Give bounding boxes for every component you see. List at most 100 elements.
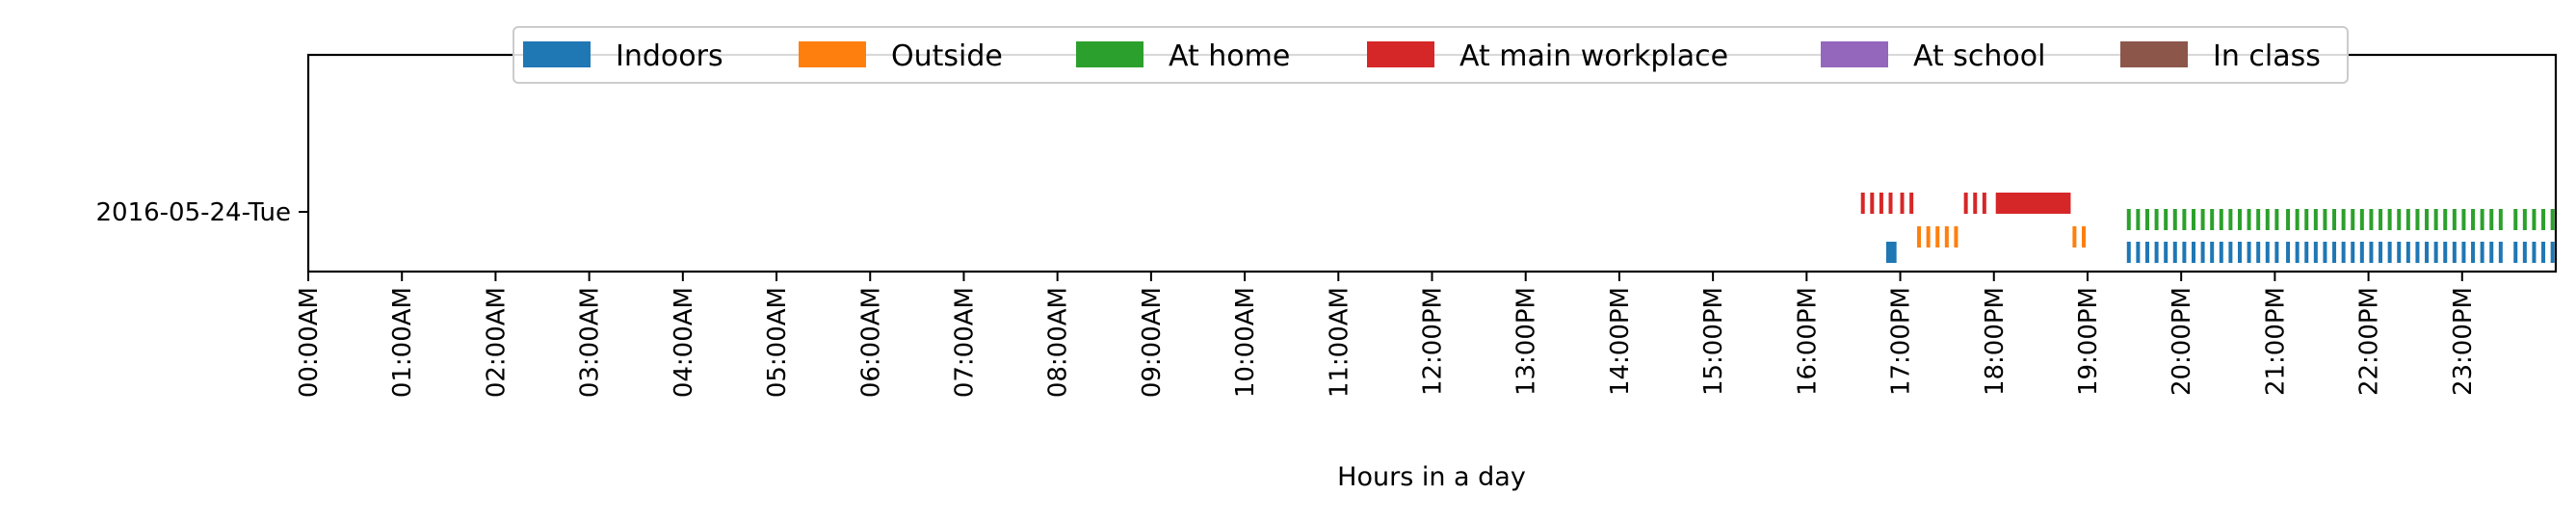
- interval-at-main-workplace: [1995, 193, 2071, 214]
- legend-label: Outside: [891, 39, 1003, 73]
- mark-at-home: [2433, 209, 2438, 230]
- mark-at-home: [2172, 209, 2177, 230]
- mark-indoors: [2397, 242, 2402, 263]
- mark-at-home: [2351, 209, 2355, 230]
- mark-indoors: [2452, 242, 2457, 263]
- mark-at-home: [2379, 209, 2383, 230]
- mark-indoors: [2323, 242, 2327, 263]
- mark-outside: [2072, 226, 2077, 247]
- mark-indoors: [2425, 242, 2430, 263]
- mark-outside: [1926, 226, 1931, 247]
- mark-outside: [2082, 226, 2087, 247]
- mark-at-main-workplace: [1860, 193, 1865, 214]
- mark-indoors: [2210, 242, 2215, 263]
- legend-item-at-main-workplace: At main workplace: [1367, 39, 1728, 73]
- legend: Indoors Outside At home At main workplace At…: [513, 26, 2349, 84]
- mark-indoors: [2522, 242, 2527, 263]
- mark-indoors: [2433, 242, 2438, 263]
- mark-indoors: [2498, 242, 2503, 263]
- mark-indoors: [2489, 242, 2494, 263]
- legend-item-in-class: In class: [2120, 39, 2321, 73]
- x-tick-label: 04:00AM: [670, 287, 698, 398]
- interval-outside: [1917, 226, 1958, 247]
- legend-label: In class: [2213, 39, 2321, 73]
- mark-at-home: [2341, 209, 2346, 230]
- mark-at-home: [2550, 209, 2555, 230]
- legend-label: Indoors: [616, 39, 723, 73]
- legend-label: At main workplace: [1459, 39, 1728, 73]
- mark-indoors: [2550, 242, 2555, 263]
- mark-indoors: [2513, 242, 2518, 263]
- mark-indoors: [2415, 242, 2420, 263]
- mark-at-home: [2541, 209, 2546, 230]
- mark-at-main-workplace: [1909, 193, 1914, 214]
- mark-indoors: [2228, 242, 2233, 263]
- mark-at-home: [2256, 209, 2261, 230]
- x-tick-label: 19:00PM: [2074, 287, 2103, 396]
- mark-at-main-workplace: [1973, 193, 1978, 214]
- x-tick-label: 16:00PM: [1793, 287, 1822, 396]
- mark-at-main-workplace: [1870, 193, 1875, 214]
- mark-at-home: [2425, 209, 2430, 230]
- mark-at-home: [2452, 209, 2457, 230]
- interval-at-main-workplace: [1860, 193, 1893, 214]
- mark-indoors: [2237, 242, 2242, 263]
- interval-at-main-workplace: [1963, 193, 1986, 214]
- mark-at-main-workplace: [1982, 193, 1986, 214]
- mark-indoors: [2295, 242, 2300, 263]
- interval-indoors: [2126, 242, 2279, 263]
- mark-indoors: [2379, 242, 2383, 263]
- mark-at-home: [2304, 209, 2309, 230]
- mark-indoors: [2274, 242, 2279, 263]
- plot-area: [1860, 193, 2555, 263]
- mark-at-home: [2219, 209, 2223, 230]
- legend-swatch: [799, 41, 866, 67]
- mark-at-home: [2274, 209, 2279, 230]
- x-axis: 00:00AM 01:00AM 02:00AM 03:00AM 04:00AM 05:00…: [295, 272, 2478, 398]
- mark-at-home: [2136, 209, 2141, 230]
- interval-indoors: [2513, 242, 2555, 263]
- mark-indoors: [2154, 242, 2159, 263]
- mark-at-home: [2498, 209, 2503, 230]
- interval-at-home: [2126, 209, 2279, 230]
- mark-at-home: [2126, 209, 2131, 230]
- mark-at-home: [2286, 209, 2291, 230]
- mark-at-main-workplace: [1900, 193, 1905, 214]
- mark-indoors: [2136, 242, 2141, 263]
- interval-indoors: [2286, 242, 2503, 263]
- mark-at-home: [2461, 209, 2466, 230]
- interval-at-home: [2513, 209, 2555, 230]
- legend-label: At school: [1913, 39, 2045, 73]
- mark-at-main-workplace: [1995, 193, 2071, 214]
- x-tick-label: 05:00AM: [763, 287, 792, 398]
- mark-indoors: [2247, 242, 2251, 263]
- mark-indoors: [2256, 242, 2261, 263]
- mark-at-home: [2369, 209, 2374, 230]
- mark-indoors: [2443, 242, 2448, 263]
- mark-at-home: [2154, 209, 2159, 230]
- mark-indoors: [2471, 242, 2476, 263]
- mark-at-home: [2522, 209, 2527, 230]
- mark-at-home: [2323, 209, 2327, 230]
- mark-indoors: [2144, 242, 2149, 263]
- mark-indoors: [1885, 242, 1897, 263]
- mark-at-main-workplace: [1963, 193, 1968, 214]
- mark-at-home: [2443, 209, 2448, 230]
- mark-at-home: [2480, 209, 2484, 230]
- mark-indoors: [2532, 242, 2537, 263]
- mark-at-home: [2295, 209, 2300, 230]
- legend-swatch: [1821, 41, 1888, 67]
- mark-at-home: [2415, 209, 2420, 230]
- x-tick-label: 13:00PM: [1512, 287, 1541, 396]
- mark-indoors: [2182, 242, 2187, 263]
- legend-swatch: [523, 41, 591, 67]
- mark-at-home: [2359, 209, 2364, 230]
- x-tick-label: 15:00PM: [1699, 287, 1728, 396]
- x-tick-label: 01:00AM: [388, 287, 417, 398]
- x-tick-label: 17:00PM: [1887, 287, 1916, 396]
- x-tick-label: 00:00AM: [295, 287, 324, 398]
- mark-indoors: [2219, 242, 2223, 263]
- mark-at-home: [2210, 209, 2215, 230]
- mark-at-home: [2513, 209, 2518, 230]
